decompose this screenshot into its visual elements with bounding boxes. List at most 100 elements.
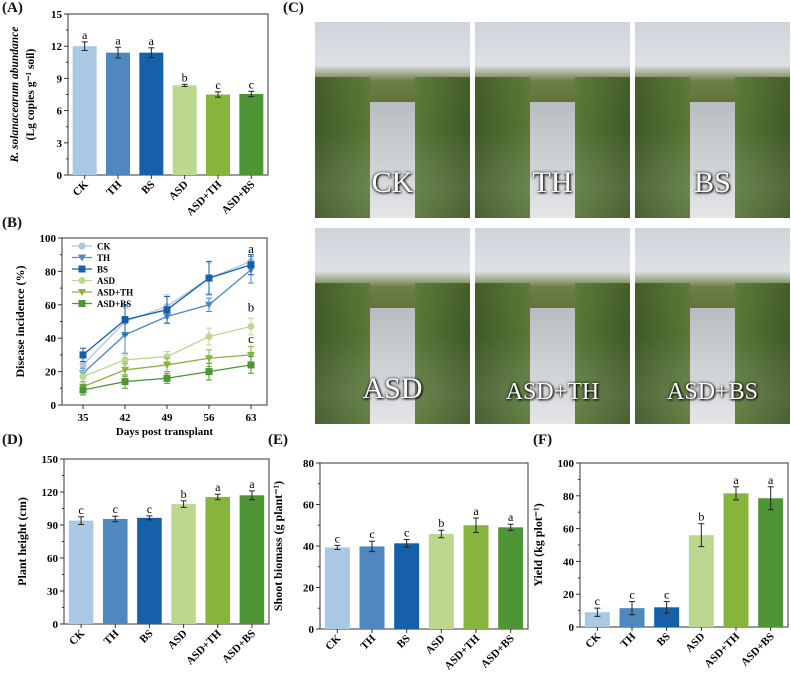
x-tick-label: TH [104, 178, 124, 198]
y-tick-label: 80 [563, 491, 575, 503]
y-tick-label: 80 [303, 458, 315, 470]
significance-letter: b [438, 516, 444, 530]
y-tick-label: 30 [47, 586, 59, 598]
bar-asd-bs [239, 495, 265, 624]
panel-label-a: (A) [2, 0, 23, 16]
y-tick-label: 90 [47, 520, 59, 532]
significance-letter: a [115, 33, 121, 47]
x-tick-label: CK [583, 630, 603, 650]
point-asd-th [121, 366, 129, 374]
significance-letter: b [181, 487, 187, 501]
y-tick-label: 20 [45, 367, 57, 379]
x-tick-label: ASD+TH [184, 178, 224, 218]
bar-bs [654, 607, 680, 627]
x-tick-label: ASD+BS [219, 179, 257, 217]
x-tick-label: TH [618, 630, 638, 650]
significance-letter: a [508, 510, 514, 524]
point-bs [247, 261, 255, 269]
x-tick-label: ASD [166, 628, 190, 652]
panel-label-f: (F) [533, 432, 553, 448]
photo-th: TH [475, 22, 630, 218]
x-tick-label: ASD+BS [739, 631, 777, 669]
point-asd-th [163, 361, 171, 369]
significance-letter: a [149, 34, 155, 48]
bar-asd-th [206, 94, 230, 175]
y-tick-label: 150 [42, 454, 59, 466]
plot-frame-D [63, 458, 270, 625]
significance-letter: a [473, 504, 479, 518]
point-asd [205, 333, 213, 341]
significance-letter: a [249, 477, 255, 491]
x-tick-label: ASD+TH [702, 630, 742, 670]
x-tick-label: ASD+TH [184, 627, 224, 667]
y-tick-label: 40 [303, 541, 315, 553]
photo-asd-th: ASD+TH [475, 228, 630, 424]
legend-marker-asd-th [78, 289, 86, 296]
bar-th [359, 546, 385, 629]
x-tick-label: BS [138, 628, 156, 646]
y-tick-label: 0 [53, 619, 59, 631]
x-tick-label: CK [71, 178, 91, 198]
x-tick-label: TH [358, 632, 378, 652]
bar-ck [68, 520, 94, 624]
y-tick-label: 40 [45, 333, 57, 345]
bar-ck [584, 612, 610, 627]
photo-label: ASD+TH [505, 379, 600, 405]
significance-letter: b [182, 70, 188, 84]
x-axis-label: Days post transplant [116, 426, 214, 438]
y-tick-label: 120 [42, 487, 59, 499]
legend-label-th: TH [97, 253, 110, 263]
x-tick-label: CK [323, 632, 343, 652]
point-th [205, 301, 213, 309]
significance-letter: a [733, 473, 739, 487]
legend-label-asd-bs: ASD+BS [97, 299, 131, 309]
bar-asd-th [205, 496, 231, 624]
significance-letter: c [78, 503, 83, 517]
point-asd [121, 356, 129, 364]
x-tick-label: CK [67, 627, 87, 647]
significance-letter: c [369, 527, 374, 541]
bar-th [619, 608, 645, 627]
y-tick-label: 0 [569, 622, 575, 634]
panel-label-c: (C) [283, 0, 304, 16]
x-tick-label: 42 [120, 412, 132, 424]
y-tick-label: 40 [563, 556, 575, 568]
y-tick-label: 15 [51, 9, 63, 21]
photo-ck: CK [315, 22, 470, 218]
significance-letter: c [113, 502, 118, 516]
panel-label-d: (D) [2, 432, 23, 448]
bar-th [106, 52, 130, 175]
significance-letter: c [404, 526, 409, 540]
point-bs [163, 306, 171, 314]
y-tick-label: 100 [558, 458, 575, 470]
y-axis-label: Disease incidence (%) [13, 266, 27, 378]
x-tick-label: ASD+BS [479, 633, 517, 671]
x-tick-label: ASD [167, 179, 191, 203]
x-tick-label: BS [139, 179, 157, 197]
photo-asd: ASD [315, 228, 470, 424]
bar-asd [172, 85, 197, 175]
photo-label: ASD+BS [667, 379, 758, 405]
x-tick-label: ASD [683, 631, 707, 655]
legend-marker-bs [78, 265, 86, 273]
photo-label: ASD [362, 372, 423, 405]
legend-marker-th [78, 254, 86, 262]
bar-asd-bs [758, 498, 784, 627]
significance-letter: c [215, 78, 220, 92]
x-tick-label: ASD+BS [220, 628, 258, 666]
bar-bs [394, 543, 420, 629]
significance-letter: a [215, 480, 221, 494]
significance-letter: c [629, 588, 634, 602]
y-axis-label: Plant height (cm) [15, 497, 29, 586]
y-tick-label: 3 [57, 138, 63, 150]
x-tick-label: 49 [162, 412, 174, 424]
bar-asd-th [463, 525, 489, 629]
legend-marker-asd [78, 277, 86, 284]
y-tick-label: 0 [309, 624, 315, 636]
photo-bs: BS [635, 22, 790, 218]
significance-letter: c [595, 594, 600, 608]
point-asd [247, 323, 255, 331]
point-asd-bs [79, 386, 87, 394]
photo-label: CK [371, 166, 414, 199]
